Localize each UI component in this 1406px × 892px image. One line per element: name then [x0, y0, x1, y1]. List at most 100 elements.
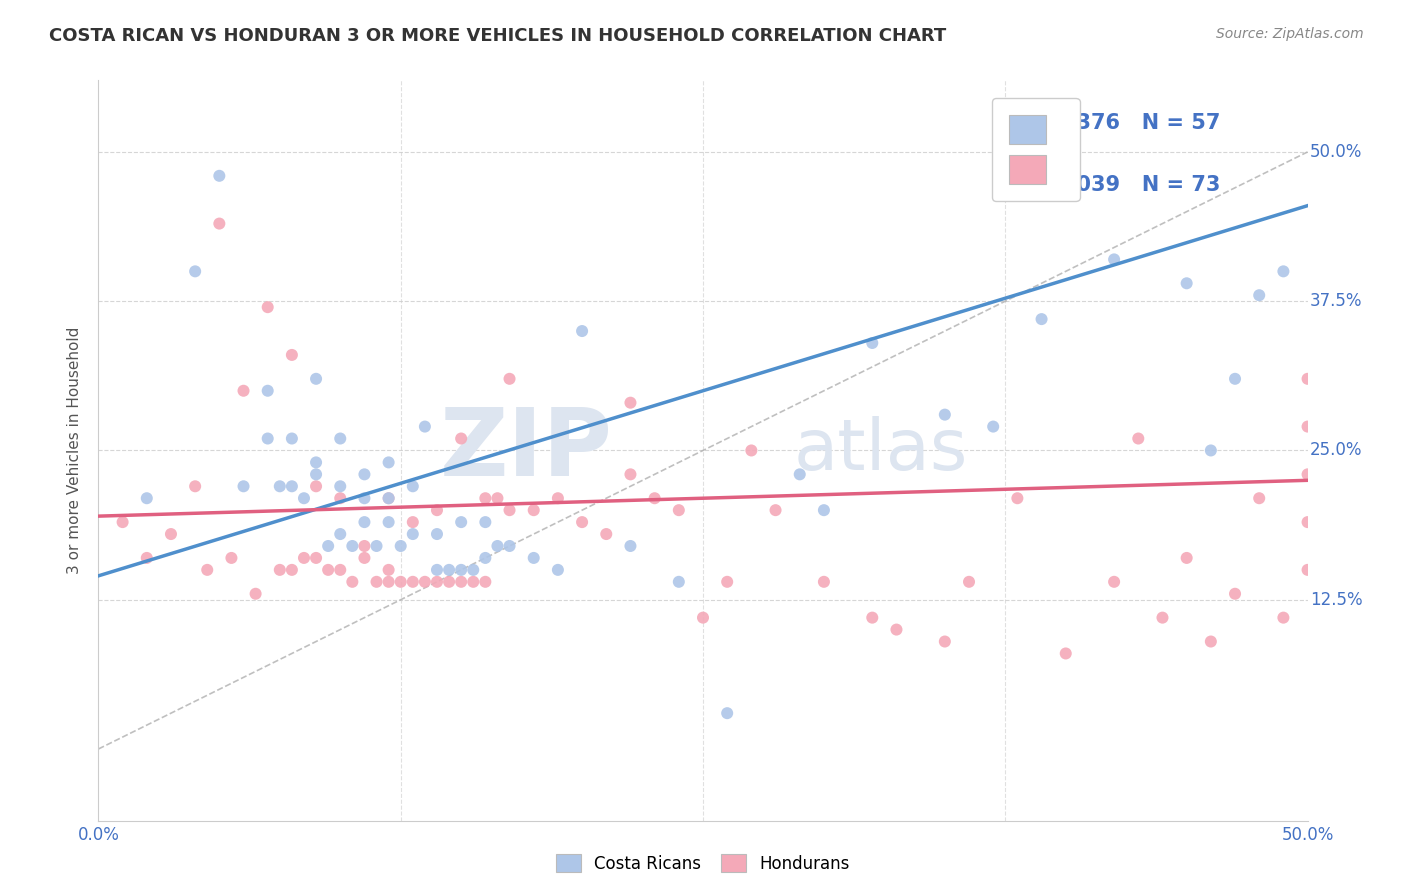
Point [523, 503, 546, 517]
Point [1223, 372, 1246, 386]
Point [716, 706, 738, 721]
Point [232, 479, 254, 493]
Point [1102, 252, 1125, 267]
Point [377, 455, 399, 469]
Point [1128, 432, 1150, 446]
Point [668, 503, 690, 517]
Point [281, 563, 304, 577]
Point [305, 550, 328, 565]
Text: R = 0.039   N = 73: R = 0.039 N = 73 [1005, 175, 1220, 195]
Point [1031, 312, 1053, 326]
Point [353, 539, 375, 553]
Point [1296, 515, 1319, 529]
Point [486, 491, 509, 506]
Point [377, 574, 399, 589]
Point [595, 527, 617, 541]
Point [1296, 372, 1319, 386]
Point [619, 539, 641, 553]
Point [342, 539, 364, 553]
Point [1249, 288, 1271, 302]
Legend: , : , [993, 98, 1080, 201]
Point [486, 539, 509, 553]
Point [1249, 491, 1271, 506]
Point [269, 479, 291, 493]
Text: 50.0%: 50.0% [1310, 143, 1362, 161]
Point [450, 574, 472, 589]
Point [195, 563, 218, 577]
Point [184, 264, 207, 278]
Point [426, 503, 449, 517]
Point [366, 574, 388, 589]
Point [957, 574, 980, 589]
Point [292, 491, 315, 506]
Point [389, 574, 412, 589]
Point [860, 336, 883, 351]
Point [281, 432, 304, 446]
Point [353, 491, 375, 506]
Point [389, 539, 412, 553]
Point [692, 610, 714, 624]
Point [305, 479, 328, 493]
Point [1272, 610, 1295, 624]
Point [498, 503, 520, 517]
Point [934, 634, 956, 648]
Point [269, 563, 291, 577]
Point [256, 300, 278, 314]
Point [523, 550, 546, 565]
Point [1175, 550, 1198, 565]
Point [886, 623, 908, 637]
Point [860, 610, 883, 624]
Point [1296, 419, 1319, 434]
Point [208, 217, 231, 231]
Text: 37.5%: 37.5% [1310, 293, 1362, 310]
Point [547, 563, 569, 577]
Point [450, 515, 472, 529]
Point [377, 491, 399, 506]
Point [1175, 277, 1198, 291]
Point [813, 503, 835, 517]
Point [329, 491, 352, 506]
Text: Source: ZipAtlas.com: Source: ZipAtlas.com [1216, 27, 1364, 41]
Text: R = 0.376   N = 57: R = 0.376 N = 57 [1005, 113, 1220, 133]
Point [1296, 563, 1319, 577]
Point [716, 574, 738, 589]
Y-axis label: 3 or more Vehicles in Household: 3 or more Vehicles in Household [67, 326, 83, 574]
Point [1272, 264, 1295, 278]
Point [353, 515, 375, 529]
Point [377, 491, 399, 506]
Point [160, 527, 183, 541]
Point [1223, 587, 1246, 601]
Legend: Costa Ricans, Hondurans: Costa Ricans, Hondurans [550, 847, 856, 880]
Point [329, 563, 352, 577]
Point [547, 491, 569, 506]
Point [329, 479, 352, 493]
Point [437, 574, 460, 589]
Point [413, 419, 436, 434]
Point [644, 491, 666, 506]
Point [135, 550, 157, 565]
Text: 25.0%: 25.0% [1310, 442, 1362, 459]
Point [256, 384, 278, 398]
Point [305, 372, 328, 386]
Point [111, 515, 134, 529]
Point [450, 563, 472, 577]
Point [1054, 647, 1077, 661]
Point [184, 479, 207, 493]
Point [329, 527, 352, 541]
Point [1199, 443, 1222, 458]
Point [316, 563, 339, 577]
Point [281, 479, 304, 493]
Point [498, 372, 520, 386]
Point [402, 527, 425, 541]
Point [426, 574, 449, 589]
Point [292, 550, 315, 565]
Point [366, 539, 388, 553]
Point [377, 563, 399, 577]
Point [135, 491, 157, 506]
Point [245, 587, 267, 601]
Point [463, 563, 485, 577]
Point [1152, 610, 1174, 624]
Point [498, 539, 520, 553]
Point [221, 550, 243, 565]
Point [1007, 491, 1029, 506]
